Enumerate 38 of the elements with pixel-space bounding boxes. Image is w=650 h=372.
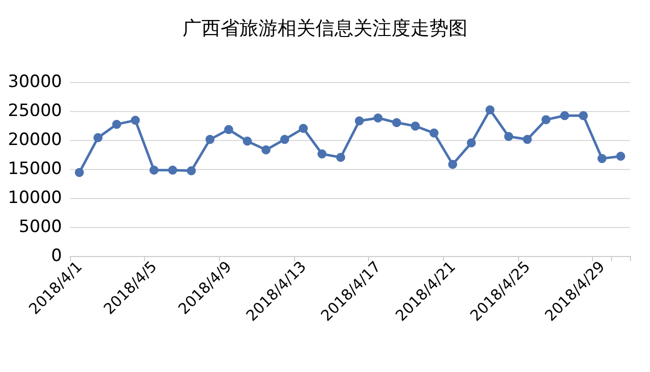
- y-tick-label: 10000: [8, 188, 62, 208]
- point: [150, 166, 158, 175]
- point: [336, 152, 346, 162]
- point: [598, 154, 606, 164]
- point: [280, 134, 290, 144]
- point: [74, 168, 84, 177]
- y-tick-label: 30000: [8, 72, 62, 92]
- point: [578, 111, 588, 120]
- point: [168, 166, 178, 175]
- point: [186, 166, 196, 176]
- point: [486, 105, 494, 114]
- point: [354, 116, 364, 126]
- point: [504, 132, 514, 142]
- point: [448, 160, 458, 169]
- point: [466, 138, 476, 148]
- y-tick-label: 5000: [18, 217, 62, 237]
- point: [392, 118, 402, 128]
- point: [242, 136, 252, 146]
- point: [430, 128, 438, 138]
- point: [560, 111, 570, 120]
- point: [522, 134, 532, 144]
- point: [112, 120, 122, 129]
- y-tick-label: 25000: [8, 101, 62, 121]
- point: [374, 113, 382, 122]
- point: [262, 145, 270, 154]
- point: [94, 133, 102, 142]
- point: [410, 122, 420, 131]
- point: [130, 116, 140, 125]
- point: [542, 115, 550, 124]
- point: [318, 149, 326, 158]
- point: [616, 152, 626, 161]
- point: [224, 125, 234, 134]
- point: [298, 124, 308, 133]
- y-tick-label: 20000: [8, 130, 62, 150]
- y-tick-label: 15000: [8, 159, 62, 179]
- y-tick-label: 0: [51, 246, 62, 266]
- chart-title: 广西省旅游相关信息关注度走势图: [182, 18, 468, 40]
- point: [206, 134, 214, 144]
